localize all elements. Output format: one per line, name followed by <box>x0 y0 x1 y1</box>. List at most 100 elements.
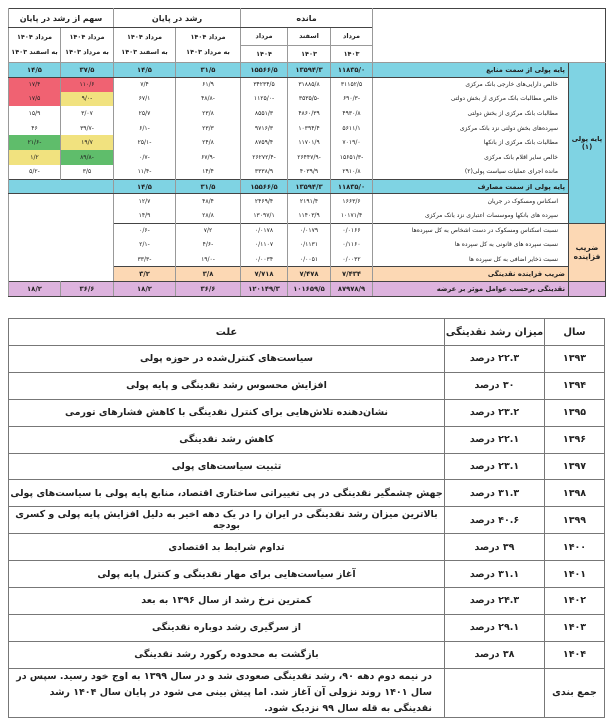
header-year: سال <box>544 318 605 346</box>
value-cell: ۲۴/۸ <box>175 135 241 151</box>
row-label: پایه پولی از سمت مصارف <box>372 178 569 195</box>
table-row: نسبت سپرده های قانونی به کل سپرده ها ۰/۱۱… <box>9 237 606 253</box>
value-cell: -۳۵۳۵/۵ <box>287 91 331 107</box>
value-cell: ۱۷/۴ <box>8 77 61 92</box>
value-cell: ۱۱۸۳۵/۰ <box>330 62 373 78</box>
year-cell: ۱۴۰۲ <box>544 587 605 615</box>
value-cell: ۳/۸ <box>175 266 241 282</box>
row-label: مانده اجرای عملیات سیاست پولی(۲) <box>372 164 569 180</box>
growth-cell: ۲۲.۳ درصد <box>444 345 545 373</box>
table-row: ۱۳۹۵ ۲۳.۲ درصد نشان‌دهنده تلاش‌هایی برای ک… <box>8 398 605 427</box>
value-cell: -۱۹/۰ <box>175 252 241 267</box>
header-line: به اسفند ۱۴۰۳ <box>121 48 168 56</box>
value-cell: -۳۹/۷ <box>60 120 114 136</box>
year-cell: ۱۳۹۹ <box>544 506 605 535</box>
year-cell: ۱۳۹۵ <box>544 398 605 427</box>
value-cell: ۱۴/۴ <box>175 164 241 180</box>
header-growth-period: مرداد ۱۴۰۴ به اسفند ۱۴۰۳ <box>113 27 176 63</box>
growth-cell: ۲۹.۱ درصد <box>444 613 545 642</box>
table-row: مطالبات بانک مرکزی از بخش دولتی ۴۹۳۰/۸ ۴۸۶… <box>8 106 606 121</box>
header-share-period: مرداد ۱۴۰۴ به اسفند ۱۴۰۳ <box>8 27 61 63</box>
value-cell: ۰/۰۱۶۶ <box>330 222 373 238</box>
row-label: نسبت سپرده های قانونی به کل سپرده ها <box>372 237 569 253</box>
row-label: مطالبات بانک مرکزی از بخش دولتی <box>372 106 569 121</box>
value-cell: ۱۸/۲ <box>8 280 61 297</box>
value-cell: ۷/۴ <box>113 77 176 92</box>
group-empty <box>568 280 606 297</box>
value-cell: -۱۱/۴ <box>113 164 176 180</box>
value-cell: -۱۱۲۵/۰ <box>240 91 288 107</box>
table-row: مطالبات بانک مرکزی از بانکها ۷۰۱۹/۰ ۱۱۷۰۱/… <box>8 135 606 151</box>
row-label: مطالبات بانک مرکزی از بانکها <box>372 135 569 151</box>
value-cell: ۴۸/۴ <box>175 193 241 209</box>
table-row: ۱۴۰۲ ۲۴.۳ درصد کمترین نرخ رشد از سال ۱۳۹۶ … <box>8 587 605 615</box>
value-cell: ۱۱۰/۶ <box>60 77 114 92</box>
summary-text: در نیمه دوم دهه ۹۰، رشد نقدینگی صعودی شد… <box>8 667 445 718</box>
summary-label: جمع بندی <box>544 667 605 718</box>
value-cell: ۲۳/۳ <box>175 120 241 136</box>
value-cell: -۳۳/۳ <box>113 252 176 267</box>
liquidity-growth-table: سال میزان رشد نقدینگی علت ۱۳۹۳ ۲۲.۳ درصد س… <box>8 318 605 718</box>
growth-cell: ۲۳.۱ درصد <box>444 452 545 481</box>
growth-cell: ۴۰.۶ درصد <box>444 506 545 535</box>
header-line: مرداد ۱۴۰۴ <box>16 33 53 41</box>
value-cell: ۴۹۳۰/۸ <box>330 106 373 121</box>
value-cell: ۲۱۹۱/۴ <box>287 193 331 209</box>
value-cell: -۱۵۶۵۱/۳ <box>330 150 373 165</box>
value-cell: ۷۰۱۹/۰ <box>330 135 373 151</box>
header-line: مرداد ۱۴۰۴ <box>126 33 163 41</box>
table-row: پایه پولی از سمت مصارف ۱۱۸۳۵/۰ ۱۳۵۹۴/۳ ۱۵۵۶… <box>8 178 606 195</box>
value-cell: ۱۵۵۶۶/۵ <box>240 178 288 195</box>
row-label: نسبت ذخایر اضافی به کل سپرده ها <box>372 252 569 267</box>
year-cell: ۱۳۹۳ <box>544 345 605 373</box>
reason-cell: از سرگیری رشد دوباره نقدینگی <box>8 613 445 642</box>
value-cell: ۱۸/۲ <box>113 280 176 297</box>
table-row: سپرده‌های بخش دولتی نزد بانک مرکزی ۵۶۱۱/۱… <box>8 120 606 136</box>
value-cell: ۰/۱۱۰۷ <box>240 237 288 253</box>
value-cell: ۱۰۱۷۱/۴ <box>330 208 373 224</box>
table-row: ۱۴۰۰ ۳۹ درصد تداوم شرایط بد اقتصادی <box>8 533 605 562</box>
reason-cell: بالاترین میزان رشد نقدینگی در ایران را د… <box>8 506 445 535</box>
value-cell: ۳۱۱۵۲/۵ <box>330 77 373 92</box>
header-month: مرداد <box>240 27 288 46</box>
table-row: ۱۳۹۳ ۲۲.۳ درصد سیاست‌های کنترل‌شده در حوزه… <box>8 345 605 373</box>
value-cell: -۲۶۴۴۷/۹ <box>287 150 331 165</box>
row-label: اسکناس ومسکوک در جریان <box>372 193 569 209</box>
growth-cell: ۳۰ درصد <box>444 371 545 400</box>
header-month: مرداد <box>330 27 373 46</box>
value-cell: ۴۸۶۰/۳۹ <box>287 106 331 121</box>
group-monetary-base: پایه پولی (۱) <box>568 62 606 224</box>
row-label: خالص مطالبات بانک مرکزی از بخش دولتی <box>372 91 569 107</box>
year-cell: ۱۳۹۷ <box>544 452 605 481</box>
value-cell: -۴/۶ <box>175 237 241 253</box>
value-cell: ۱۹/۷ <box>60 135 114 151</box>
header-line: به مرداد ۱۴۰۳ <box>186 48 230 56</box>
row-label: پایه پولی از سمت منابع <box>372 62 569 78</box>
header-share: سهم از رشد در پایان <box>8 8 114 28</box>
value-cell: -۹/۰ <box>60 91 114 107</box>
growth-cell: ۲۴.۳ درصد <box>444 587 545 615</box>
year-cell: ۱۳۹۶ <box>544 425 605 454</box>
row-label: سپرده‌های بخش دولتی نزد بانک مرکزی <box>372 120 569 136</box>
value-cell: ۸۷۹۷۸/۹ <box>330 280 373 297</box>
value-cell: ۴۰۳۹/۹ <box>287 164 331 180</box>
summary-empty <box>444 667 545 718</box>
table-row: اسکناس ومسکوک در جریان ۱۶۶۳/۶ ۲۱۹۱/۴ ۲۴۶۹/۴… <box>8 193 606 282</box>
year-cell: ۱۴۰۰ <box>544 533 605 562</box>
value-cell: -۸۹/۸ <box>60 150 114 165</box>
value-cell: -۶/۱ <box>113 120 176 136</box>
value-cell: ۲۴۶۹/۴ <box>240 193 288 209</box>
value-cell: ۱۴/۵ <box>113 178 176 195</box>
value-cell: ۳۴۲۳۴/۵ <box>240 77 288 92</box>
value-cell: ۰/۰۱۷۸ <box>240 222 288 238</box>
year-cell: ۱۴۰۱ <box>544 560 605 589</box>
value-cell: ۸۵۵۱/۳ <box>240 106 288 121</box>
row-label: نقدینگی برحسب عوامل موثر بر عرضه <box>372 280 569 297</box>
value-cell: ۳۱/۵ <box>175 62 241 78</box>
header-share-period: مرداد ۱۴۰۴ به مرداد ۱۴۰۳ <box>60 27 114 63</box>
growth-cell: ۳۱.۱ درصد <box>444 560 545 589</box>
growth-cell: ۲۳.۲ درصد <box>444 398 545 427</box>
value-cell: ۸۷۵۹/۴ <box>240 135 288 151</box>
value-cell: ۷/۴۷۸ <box>287 266 331 282</box>
header-line: به مرداد ۱۴۰۳ <box>65 48 109 56</box>
